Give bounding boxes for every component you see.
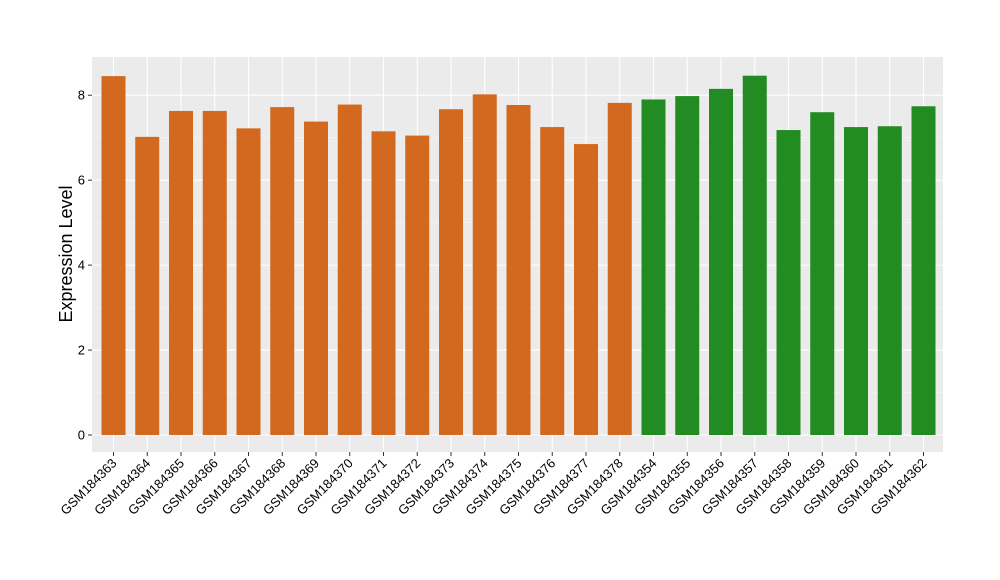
bars — [101, 75, 936, 436]
y-tick-label: 0 — [78, 428, 85, 443]
bar-GSM184375 — [506, 104, 531, 436]
y-tick-label: 4 — [78, 258, 85, 273]
bar-GSM184370 — [337, 104, 362, 436]
bar-GSM184362 — [911, 106, 936, 436]
bar-GSM184365 — [169, 110, 193, 436]
bar-GSM184369 — [304, 121, 328, 436]
bar-GSM184366 — [202, 110, 227, 436]
bar-GSM184364 — [135, 136, 160, 436]
y-axis-title: Expression Level — [56, 185, 76, 322]
bar-GSM184360 — [844, 127, 868, 436]
bar-GSM184356 — [709, 88, 733, 436]
bar-GSM184371 — [371, 131, 396, 436]
y-tick-label: 6 — [78, 173, 85, 188]
bar-GSM184368 — [270, 107, 295, 436]
bar-GSM184377 — [574, 144, 598, 436]
bar-GSM184359 — [810, 112, 835, 436]
bar-GSM184373 — [439, 109, 463, 436]
bar-GSM184357 — [742, 75, 767, 436]
bar-GSM184363 — [101, 76, 126, 436]
y-tick-label: 8 — [78, 88, 85, 103]
bar-GSM184354 — [641, 99, 666, 436]
bar-GSM184374 — [472, 94, 497, 436]
bar-GSM184358 — [776, 130, 801, 436]
x-axis: GSM184363GSM184364GSM184365GSM184366GSM1… — [57, 452, 930, 518]
y-axis: 0 2 4 6 8 — [78, 88, 92, 443]
bar-GSM184376 — [540, 127, 565, 436]
bar-GSM184378 — [607, 102, 632, 436]
bar-GSM184367 — [236, 128, 261, 436]
y-tick-label: 2 — [78, 343, 85, 358]
bar-GSM184372 — [405, 135, 430, 436]
bar-GSM184361 — [877, 126, 902, 436]
bar-GSM184355 — [675, 96, 700, 436]
